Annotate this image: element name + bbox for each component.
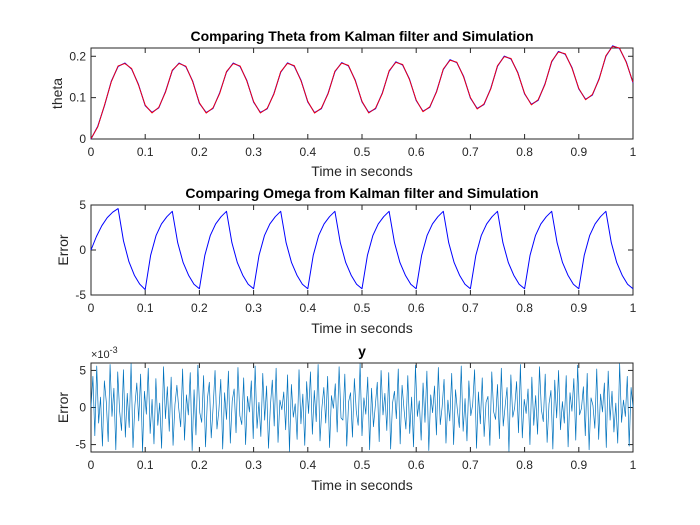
- y-axis-multiplier-exponent: -3: [110, 345, 118, 355]
- omega-series-line-1: [90, 208, 634, 291]
- y-x-tick-label: 0.2: [191, 458, 208, 472]
- theta-x-tick-label: 0.5: [354, 145, 371, 159]
- theta-x-ticks: 0 0.1 0.2 0.3 0.4 0.5 0.6 0.7 0.8 0.9 1: [88, 48, 637, 159]
- omega-plot-title: Comparing Omega from Kalman filter and S…: [185, 185, 538, 201]
- y-y-tick-label: 5: [79, 363, 86, 377]
- y-axis-multiplier-base: ×10: [91, 349, 110, 361]
- theta-x-tick-label: 0.9: [570, 145, 587, 159]
- omega-x-tick-label: 0.7: [462, 301, 479, 315]
- theta-axes-box: [90, 47, 634, 140]
- y-x-tick-label: 0.7: [462, 458, 479, 472]
- theta-y-ticks: 0 0.1 0.2: [69, 49, 633, 146]
- omega-x-label: Time in seconds: [311, 320, 412, 336]
- omega-y-tick-label: 5: [79, 198, 86, 212]
- y-series: [90, 363, 634, 452]
- theta-x-label: Time in seconds: [311, 163, 412, 179]
- y-x-label: Time in seconds: [311, 477, 412, 493]
- theta-x-tick-label: 0.2: [191, 145, 208, 159]
- omega-y-tick-label: -5: [75, 288, 86, 302]
- y-x-tick-label: 0: [88, 458, 95, 472]
- theta-y-tick-label: 0.1: [69, 91, 86, 105]
- y-y-label: Error: [55, 392, 71, 423]
- y-x-tick-label: 0.5: [354, 458, 371, 472]
- omega-x-tick-label: 0.9: [570, 301, 587, 315]
- y-y-tick-label: 0: [79, 401, 86, 415]
- omega-x-ticks: 0 0.1 0.2 0.3 0.4 0.5 0.6 0.7 0.8 0.9 1: [88, 205, 637, 315]
- omega-x-tick-label: 0.8: [516, 301, 533, 315]
- y-axis-multiplier: ×10-3: [91, 345, 118, 361]
- y-x-tick-label: 0.4: [299, 458, 316, 472]
- y-plot-title: y: [358, 343, 366, 359]
- y-x-tick-label: 0.3: [245, 458, 262, 472]
- y-x-ticks: 0 0.1 0.2 0.3 0.4 0.5 0.6 0.7 0.8 0.9 1: [88, 363, 637, 472]
- omega-y-tick-label: 0: [79, 243, 86, 257]
- theta-x-tick-label: 0: [88, 145, 95, 159]
- omega-x-tick-label: 0.4: [299, 301, 316, 315]
- omega-x-tick-label: 0.2: [191, 301, 208, 315]
- theta-y-tick-label: 0.2: [69, 49, 86, 63]
- omega-y-ticks: -5 0 5: [75, 198, 633, 302]
- theta-subplot: 0 0.1 0.2 0.3 0.4 0.5 0.6 0.7 0.8 0.9 1 0 0.1 0.2 Co…: [49, 28, 637, 179]
- y-y-tick-label: -5: [75, 438, 86, 452]
- theta-series: [90, 45, 634, 140]
- theta-series-line-2: [90, 45, 634, 139]
- theta-y-tick-label: 0: [79, 132, 86, 146]
- y-x-tick-label: 0.8: [516, 458, 533, 472]
- theta-x-tick-label: 0.6: [408, 145, 425, 159]
- omega-x-tick-label: 1: [630, 301, 637, 315]
- theta-x-tick-label: 0.4: [299, 145, 316, 159]
- omega-y-label: Error: [55, 234, 71, 265]
- theta-x-tick-label: 1: [630, 145, 637, 159]
- theta-plot-title: Comparing Theta from Kalman filter and S…: [190, 28, 533, 44]
- y-x-tick-label: 0.9: [570, 458, 587, 472]
- omega-subplot: 0 0.1 0.2 0.3 0.4 0.5 0.6 0.7 0.8 0.9 1 -505 Compa…: [55, 185, 637, 336]
- omega-x-tick-label: 0.3: [245, 301, 262, 315]
- y-x-tick-label: 1: [630, 458, 637, 472]
- theta-x-tick-label: 0.1: [137, 145, 154, 159]
- omega-x-tick-label: 0.6: [408, 301, 425, 315]
- theta-x-tick-label: 0.3: [245, 145, 262, 159]
- y-y-ticks: -5 0 5: [75, 363, 633, 452]
- y-x-tick-label: 0.1: [137, 458, 154, 472]
- omega-x-tick-label: 0.5: [354, 301, 371, 315]
- theta-x-tick-label: 0.7: [462, 145, 479, 159]
- omega-x-tick-label: 0.1: [137, 301, 154, 315]
- omega-axes-box: [90, 204, 634, 296]
- omega-x-tick-label: 0: [88, 301, 95, 315]
- y-series-line-1: [90, 363, 634, 452]
- theta-y-label: theta: [49, 78, 65, 109]
- y-x-tick-label: 0.6: [408, 458, 425, 472]
- y-subplot: 0 0.1 0.2 0.3 0.4 0.5 0.6 0.7 0.8 0.9 1 -505 y Tim…: [55, 343, 637, 493]
- omega-series: [90, 208, 634, 291]
- theta-x-tick-label: 0.8: [516, 145, 533, 159]
